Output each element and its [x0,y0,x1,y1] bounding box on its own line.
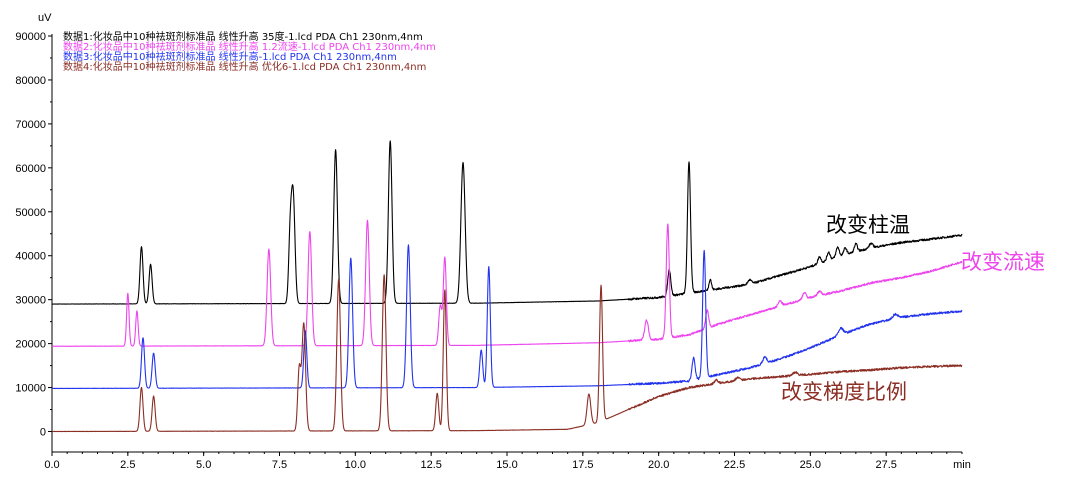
legend-entry-3: 数据3:化妆品中10种祛斑剂标准品 线性升高-1.lcd PDA Ch1 230… [63,50,397,63]
legend-entry-4: 数据4:化妆品中10种祛斑剂标准品 线性升高 优化6-1.lcd PDA Ch1… [63,60,426,73]
annotation-flow-rate: 改变流速 [961,250,1045,274]
trace-series-3 [51,244,963,390]
y-axis-unit-label: uV [38,12,52,24]
x-tick-label: 17.5 [572,459,593,471]
x-tick-label: 10.0 [345,459,366,471]
x-tick-label: 25.0 [800,459,821,471]
y-tick-label: 80000 [15,75,46,87]
chart-annotations: 改变柱温 改变流速 改变梯度比例 [781,213,1045,404]
y-tick-label: 70000 [15,119,46,131]
y-tick-label: 50000 [15,207,46,219]
x-tick-label: 2.5 [120,459,135,471]
y-tick-label: 40000 [15,251,46,263]
x-tick-label: 20.0 [648,459,669,471]
trace-series-1 [51,140,963,305]
x-tick-label: 5.0 [196,459,211,471]
y-tick-label: 60000 [15,163,46,175]
trace-series-4 [51,274,963,433]
y-tick-label: 30000 [15,295,46,307]
x-tick-label: 7.5 [272,459,287,471]
legend-entry-1: 数据1:化妆品中10种祛斑剂标准品 线性升高 35度-1.lcd PDA Ch1… [63,30,423,43]
annotation-column-temp: 改变柱温 [826,213,910,237]
y-tick-label: 0 [40,427,46,439]
chart-axes: 0 10000 20000 30000 40000 50000 60000 70000 8000… [15,31,970,471]
trace-series-2 [51,219,963,347]
y-tick-label: 20000 [15,339,46,351]
y-tick-label: 10000 [15,383,46,395]
x-axis-unit-label: min [953,459,971,471]
x-tick-label: 22.5 [724,459,745,471]
x-tick-label: 15.0 [496,459,517,471]
x-tick-label: 27.5 [875,459,896,471]
legend-entry-2: 数据2:化妆品中10种祛斑剂标准品 线性升高 1.2流速-1.lcd PDA C… [63,40,436,53]
chart-legend: 数据1:化妆品中10种祛斑剂标准品 线性升高 35度-1.lcd PDA Ch1… [63,30,436,73]
x-tick-label: 12.5 [420,459,441,471]
x-tick-label: 0.0 [44,459,59,471]
y-tick-label: 90000 [15,31,46,43]
chromatogram-traces [51,140,963,433]
annotation-gradient-ratio: 改变梯度比例 [781,380,907,404]
